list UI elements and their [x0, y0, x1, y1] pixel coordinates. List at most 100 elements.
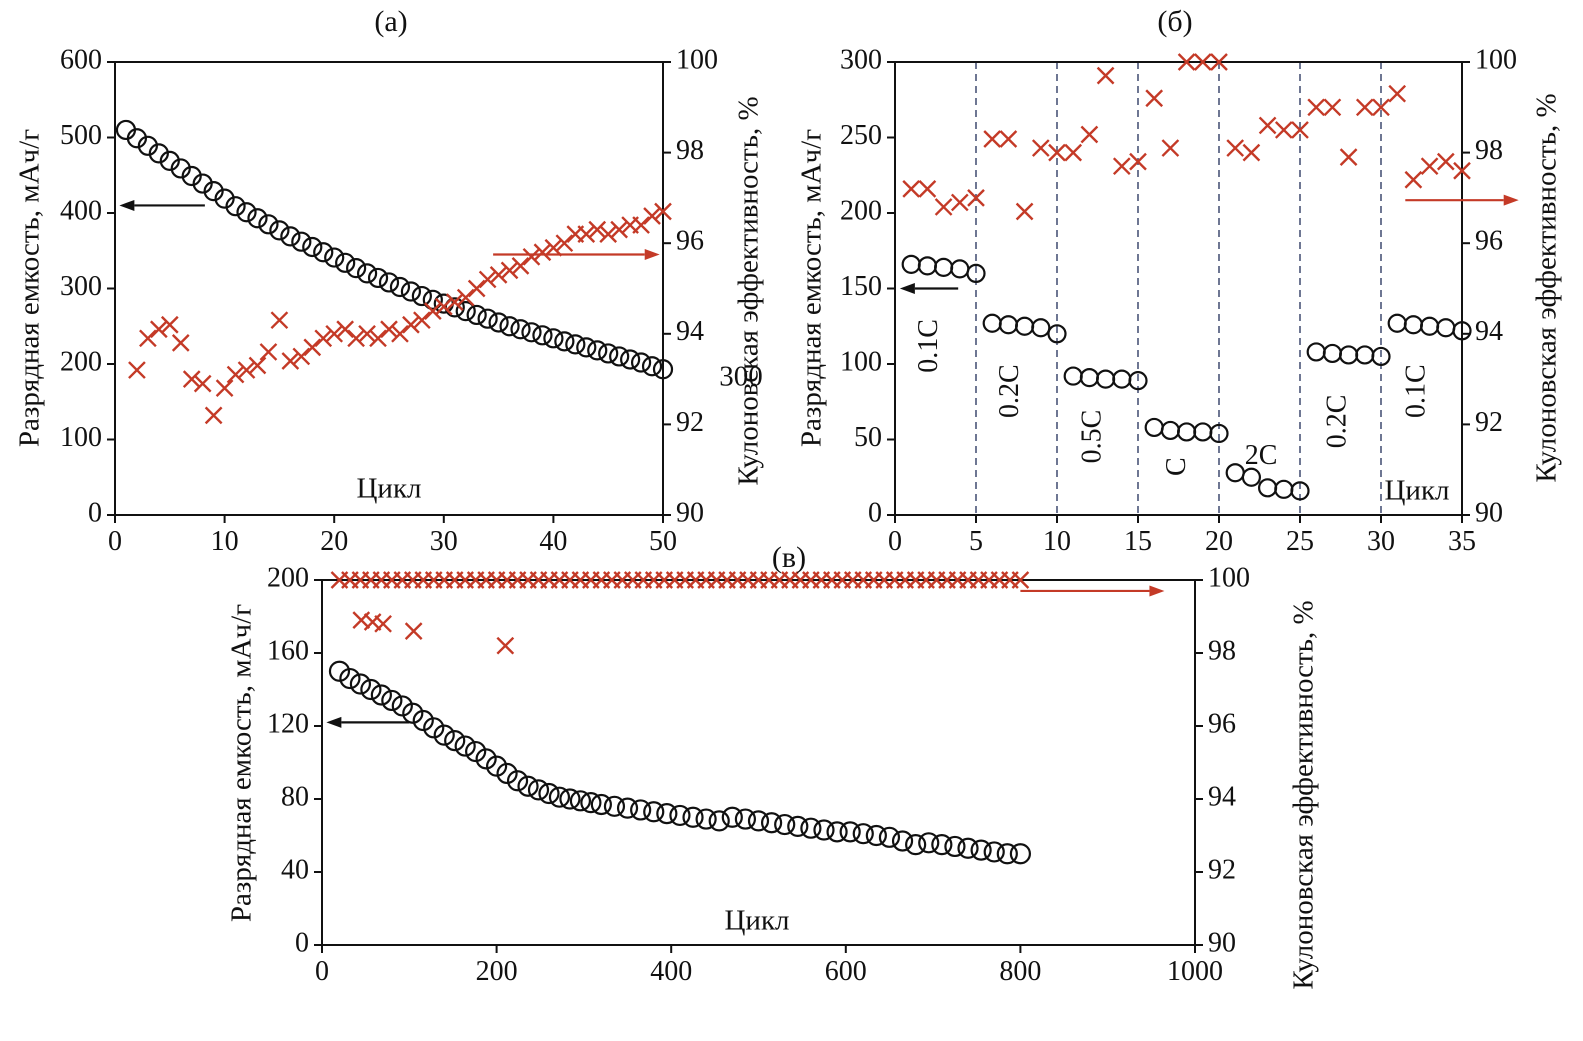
capacity-point — [1322, 343, 1343, 364]
capacity-point — [412, 709, 434, 732]
efficiency-point — [182, 370, 201, 388]
efficiency-point — [149, 320, 168, 339]
efficiency-point — [347, 329, 365, 348]
capacity-point — [576, 337, 597, 358]
y-right-tick-label: 98 — [1475, 135, 1503, 166]
capacity-point — [496, 762, 518, 785]
efficiency-point — [259, 343, 278, 361]
capacity-point — [708, 810, 730, 832]
capacity-point — [1387, 313, 1407, 333]
capacity-point — [1144, 417, 1164, 438]
x-tick-label: 0 — [108, 526, 122, 557]
y-left-tick-label: 500 — [60, 120, 102, 151]
efficiency-point — [171, 334, 190, 352]
x-tick-label: 800 — [999, 956, 1041, 987]
efficiency-point — [248, 356, 267, 375]
efficiency-point — [292, 347, 311, 366]
y-right-tick-label: 96 — [1475, 226, 1503, 257]
efficiency-point — [1404, 170, 1423, 189]
capacity-point — [641, 356, 663, 377]
x-tick-label: 20 — [1205, 526, 1233, 557]
capacity-point — [996, 843, 1018, 865]
capacity-point — [598, 343, 619, 364]
capacity-point — [1009, 843, 1032, 865]
capacity-point — [269, 220, 290, 241]
capacity-point — [148, 143, 169, 164]
capacity-point — [569, 790, 592, 812]
efficiency-point — [544, 238, 563, 257]
rate-label: 0.5C — [1077, 410, 1108, 464]
y-right-tick-label: 100 — [1475, 44, 1517, 75]
efficiency-point — [1274, 121, 1293, 139]
capacity-point — [349, 673, 372, 695]
x-tick-label: 10 — [1043, 526, 1071, 557]
y-right-tick-label: 90 — [1208, 927, 1236, 958]
capacity-point — [159, 150, 180, 172]
capacity-point — [970, 839, 992, 861]
capacity-point — [1338, 345, 1359, 365]
capacity-point — [444, 729, 466, 752]
axis-arrow-head — [119, 199, 135, 211]
capacity-point — [590, 793, 612, 816]
efficiency-point — [1453, 161, 1471, 180]
y-left-tick-label: 0 — [295, 927, 309, 958]
capacity-point — [391, 695, 413, 717]
y-left-tick-label: 100 — [60, 422, 102, 453]
efficiency-point — [358, 324, 376, 343]
capacity-point — [616, 797, 639, 819]
plot-frame — [114, 61, 664, 516]
efficiency-point — [413, 311, 431, 330]
capacity-point — [1095, 369, 1116, 389]
efficiency-point — [226, 365, 245, 384]
capacity-point — [527, 779, 550, 801]
efficiency-point — [1015, 202, 1034, 221]
capacity-point — [1063, 366, 1083, 386]
efficiency-point — [610, 220, 629, 239]
capacity-point — [865, 824, 887, 847]
capacity-point — [521, 322, 542, 343]
panel-v-xlabel: Цикл — [724, 904, 790, 937]
axis-arrow-head — [644, 249, 660, 261]
y-left-tick-label: 600 — [60, 44, 102, 75]
efficiency-point — [303, 338, 322, 357]
capacity-point — [966, 263, 986, 283]
capacity-point — [669, 804, 691, 827]
axis-arrow-head — [1149, 585, 1165, 597]
efficiency-low-point — [496, 636, 515, 655]
efficiency-point — [522, 247, 541, 266]
efficiency-point — [1177, 53, 1196, 71]
x-tick-label: 200 — [476, 956, 518, 987]
efficiency-point — [599, 225, 618, 243]
efficiency-point — [1080, 125, 1099, 144]
capacity-point — [983, 841, 1005, 863]
capacity-point — [126, 128, 148, 149]
efficiency-point — [193, 374, 212, 393]
x-tick-label: 1000 — [1167, 956, 1223, 987]
capacity-point — [1128, 371, 1148, 391]
capacity-point — [1160, 420, 1181, 441]
x-tick-label: 25 — [1286, 526, 1314, 557]
efficiency-point — [588, 220, 607, 239]
panel-v-ylabel-right: Кулоновская эффективность, % — [1287, 600, 1320, 990]
capacity-point — [905, 834, 927, 856]
y-right-tick-label: 100 — [676, 44, 718, 75]
y-left-tick-label: 0 — [868, 497, 882, 528]
rate-label: C — [1161, 457, 1192, 476]
efficiency-point — [1242, 143, 1261, 162]
plot-frame — [321, 579, 1196, 946]
efficiency-point — [533, 243, 552, 262]
y-left-tick-label: 250 — [840, 120, 882, 151]
y-right-tick-label: 94 — [676, 316, 704, 347]
panel-v: 0 200 400 600 800 1000 0 40 80 120 160 200 90 92 94 96 9… — [267, 562, 1250, 987]
capacity-point — [565, 334, 586, 355]
efficiency-point — [325, 324, 344, 343]
y-left-tick-label: 150 — [840, 271, 882, 302]
efficiency-point — [1129, 152, 1147, 171]
efficiency-point — [577, 225, 596, 243]
y-left-tick-label: 300 — [60, 271, 102, 302]
efficiency-point — [456, 288, 475, 307]
capacity-point — [901, 254, 921, 274]
efficiency-point — [423, 302, 442, 320]
capacity-point — [580, 792, 602, 814]
capacity-point — [1274, 479, 1294, 499]
